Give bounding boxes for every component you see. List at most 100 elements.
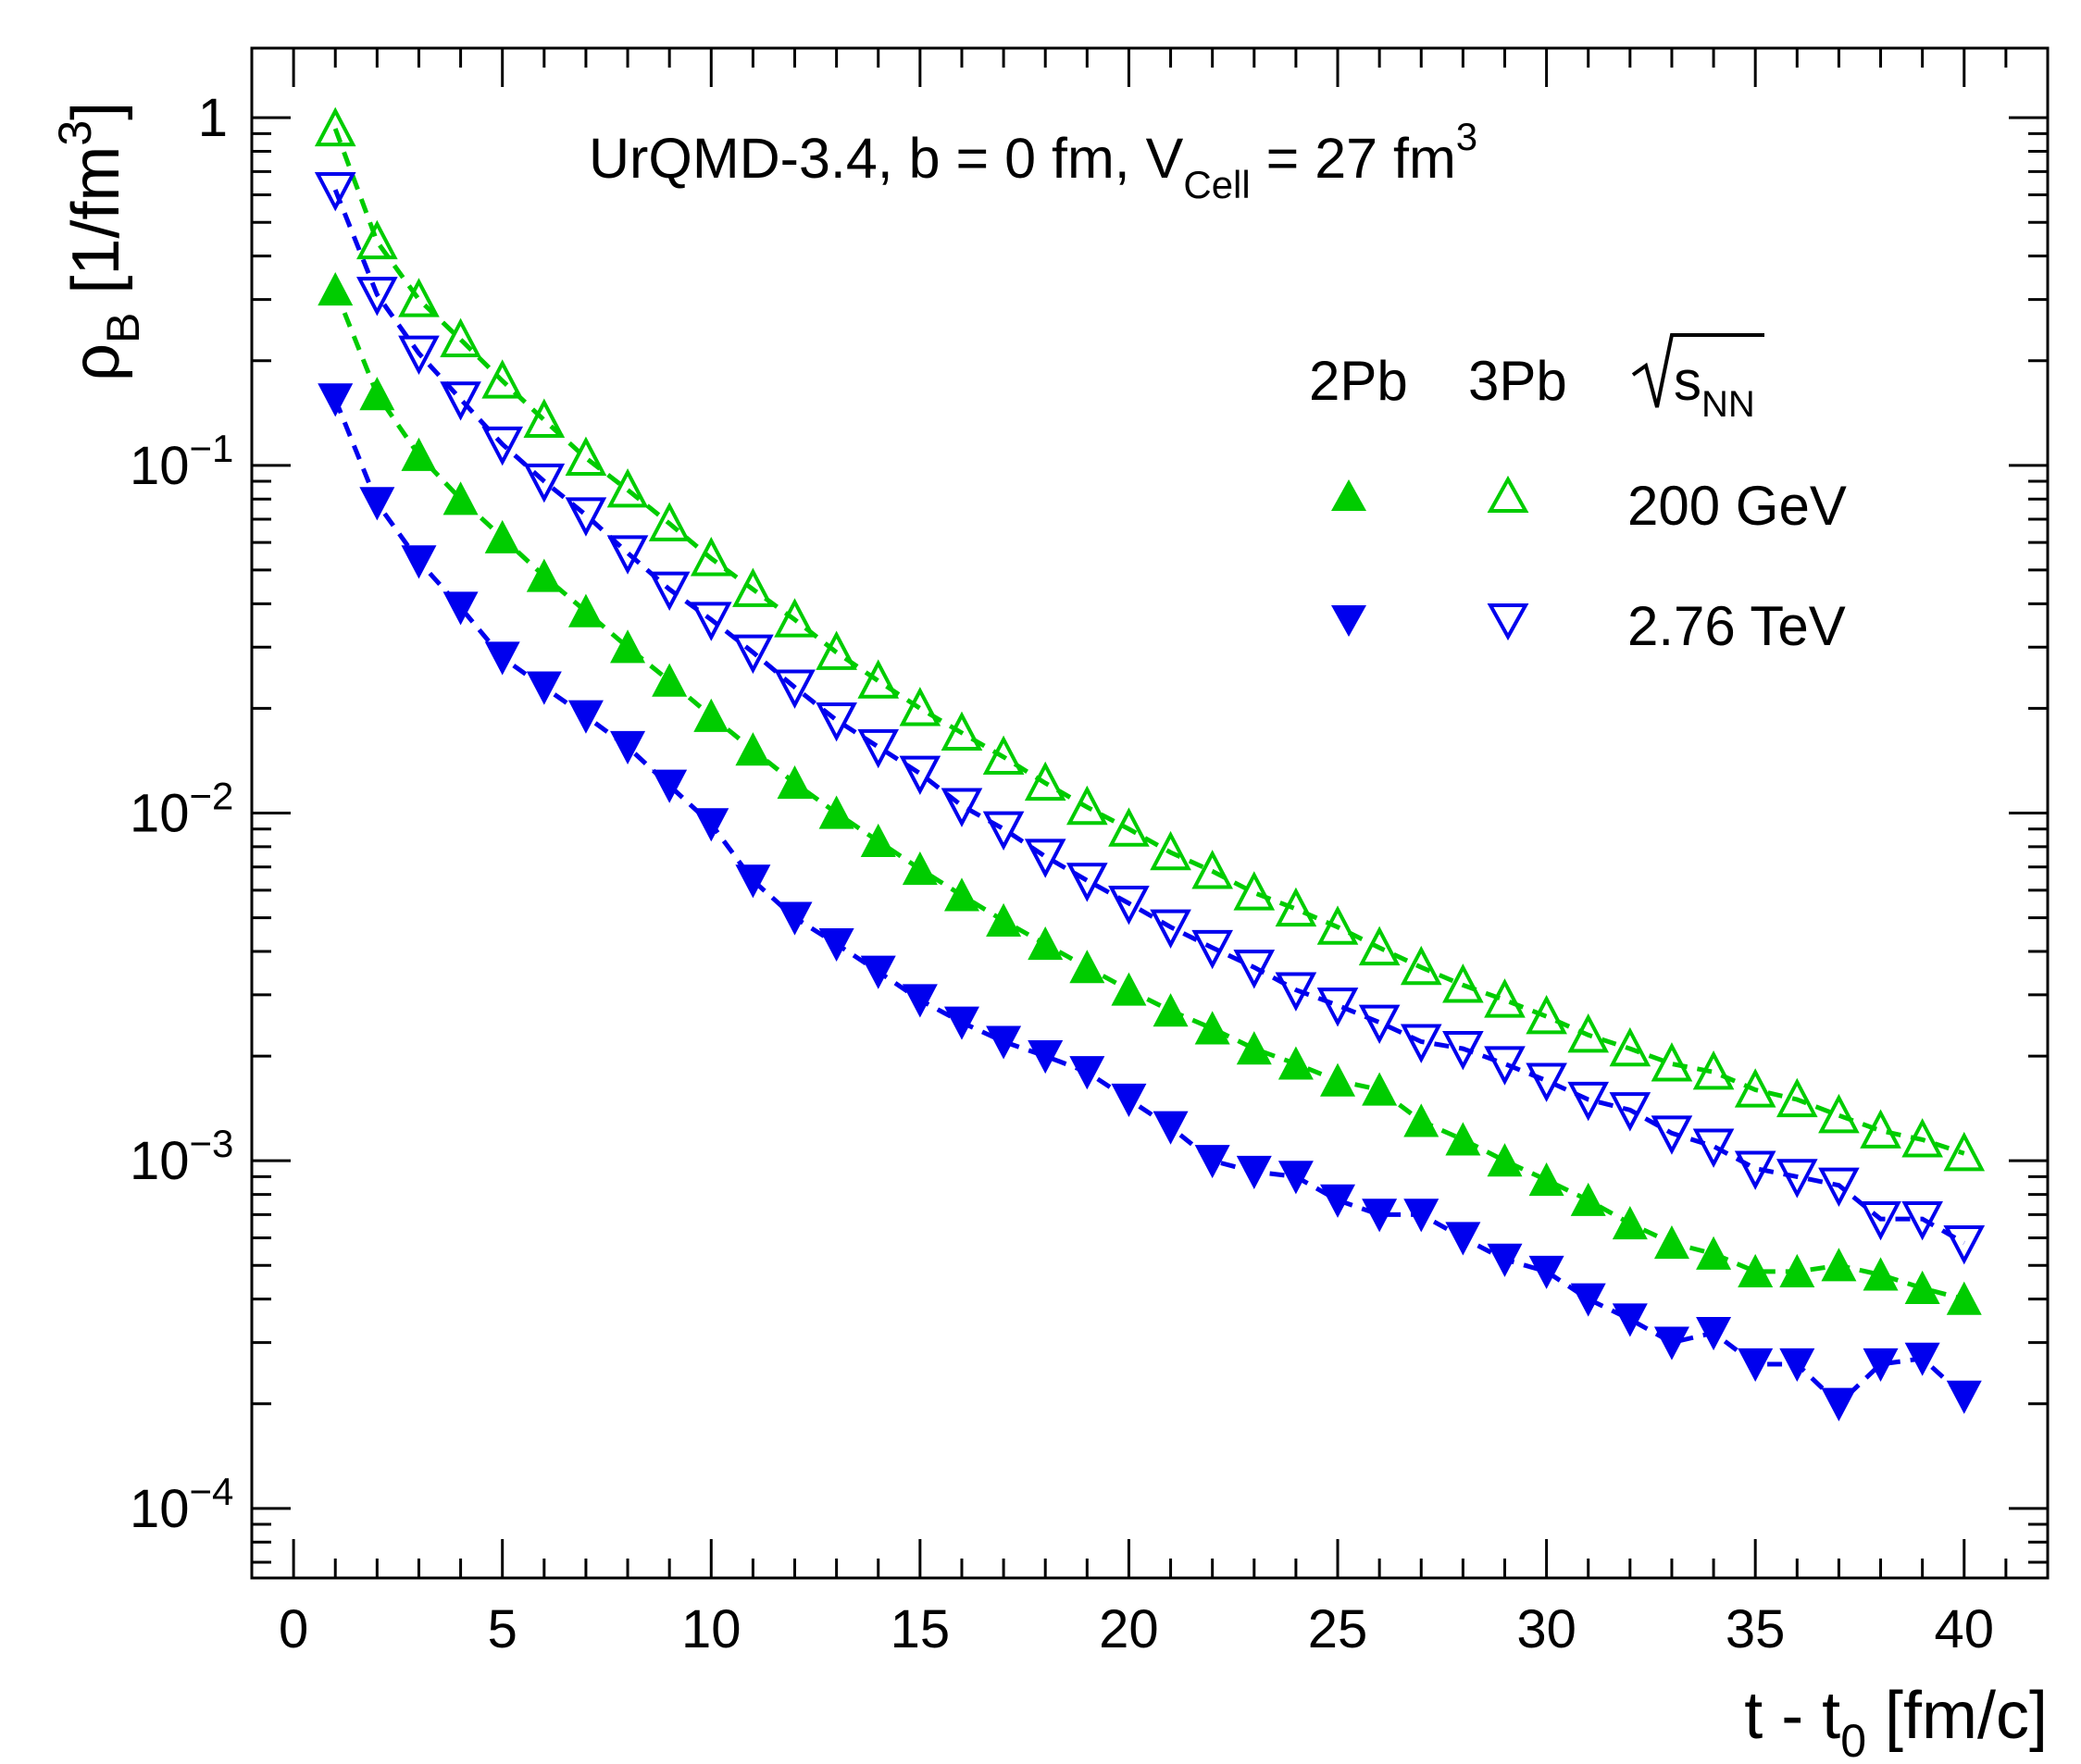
y-tick-label: 10−4 [130, 1470, 233, 1539]
data-point [1776, 1077, 1818, 1118]
data-point [1400, 1024, 1442, 1063]
data-point [690, 537, 732, 577]
data-point [899, 755, 941, 795]
data-point [1277, 1161, 1314, 1195]
data-point [1445, 1222, 1481, 1256]
axes-ticks [252, 48, 2048, 1578]
x-tick-label: 40 [1935, 1599, 1995, 1659]
data-point [648, 502, 691, 541]
data-point [1696, 1316, 1732, 1351]
x-tick-label: 0 [279, 1599, 308, 1659]
data-point [1904, 1342, 1940, 1376]
data-point [1860, 1201, 1901, 1241]
data-point [484, 641, 520, 676]
tick-labels: 0 5 10 15 20 25 30 35 40 1 10−1 10−2 10−3 10−4 [130, 88, 1994, 1659]
data-point [606, 535, 649, 575]
data-point [1901, 1201, 1943, 1241]
data-point [982, 735, 1025, 775]
legend-label-200gev: 200 GeV [1627, 475, 1847, 537]
data-point [943, 877, 979, 912]
data-point [1358, 925, 1401, 966]
data-point [1316, 905, 1359, 945]
data-point [359, 487, 395, 521]
data-point [1484, 978, 1526, 1018]
data-point [565, 436, 607, 476]
data-point [1153, 993, 1189, 1027]
data-point [1528, 1162, 1564, 1197]
data-point [693, 698, 729, 732]
series-markers [314, 106, 1986, 1422]
data-point [1066, 863, 1108, 902]
data-point [1570, 1283, 1606, 1317]
data-point [606, 468, 649, 508]
data-point [1191, 929, 1233, 970]
data-point [1316, 988, 1359, 1027]
data-point [1445, 1122, 1481, 1156]
data-point [314, 172, 356, 212]
data-point [1653, 1225, 1689, 1260]
data-point [1362, 1072, 1398, 1106]
data-point [481, 359, 524, 399]
data-point [401, 437, 437, 471]
legend-label-276tev: 2.76 TeV [1627, 595, 1846, 657]
data-point [816, 702, 857, 742]
x-tick-label: 25 [1308, 1599, 1368, 1659]
data-point [1653, 1326, 1689, 1360]
data-point [1863, 1257, 1899, 1291]
data-point [1233, 950, 1276, 989]
data-point [359, 377, 395, 411]
data-point [693, 808, 729, 842]
y-tick-label: 1 [198, 88, 228, 148]
data-point [899, 687, 941, 727]
data-point [440, 381, 481, 421]
data-point [1818, 1093, 1860, 1134]
data-point [857, 728, 900, 769]
data-point [652, 663, 688, 697]
series-line [332, 189, 1966, 1246]
data-point [1069, 950, 1105, 984]
data-point [1609, 1026, 1651, 1067]
data-point [1153, 1111, 1189, 1145]
data-point [1362, 1199, 1398, 1233]
data-point [1487, 1143, 1523, 1177]
data-point [735, 864, 771, 899]
data-point [1150, 830, 1191, 871]
data-point [1821, 1387, 1857, 1422]
data-point [1818, 1167, 1860, 1207]
data-point [1024, 839, 1066, 878]
data-point [1651, 1042, 1693, 1082]
data-point [1526, 1062, 1567, 1102]
legend-marker-2pb-276 [1331, 605, 1366, 637]
data-point [1692, 1050, 1735, 1090]
data-point [1069, 1056, 1105, 1090]
data-point [1028, 1039, 1064, 1075]
data-point [690, 602, 732, 641]
data-point [818, 795, 854, 829]
data-point [1776, 1159, 1818, 1199]
data-point [1821, 1248, 1857, 1282]
data-point [610, 629, 646, 664]
data-point [1191, 850, 1233, 889]
data-point [1236, 1155, 1272, 1190]
legend-marker-3pb-200 [1487, 475, 1529, 513]
data-point [1901, 1118, 1943, 1158]
data-point [902, 851, 938, 886]
data-point [1066, 785, 1108, 826]
data-point [1526, 994, 1567, 1035]
data-point [860, 823, 896, 858]
legend-marker-3pb-276 [1487, 603, 1529, 641]
series-line [332, 289, 1965, 1302]
data-point [777, 901, 813, 936]
data-point [1400, 945, 1442, 986]
chart-title: UrQMD-3.4, b = 0 fm, VCell = 27 fm3 [589, 115, 1477, 206]
data-point [1860, 1109, 1901, 1149]
data-point [1150, 909, 1191, 949]
data-point [401, 545, 437, 579]
x-tick-label: 20 [1099, 1599, 1159, 1659]
y-tick-label: 10−1 [130, 427, 233, 496]
data-point [1946, 1380, 1982, 1414]
data-point [1904, 1270, 1940, 1304]
data-point [398, 335, 440, 376]
data-point [1692, 1128, 1735, 1168]
data-point [1484, 1046, 1526, 1086]
